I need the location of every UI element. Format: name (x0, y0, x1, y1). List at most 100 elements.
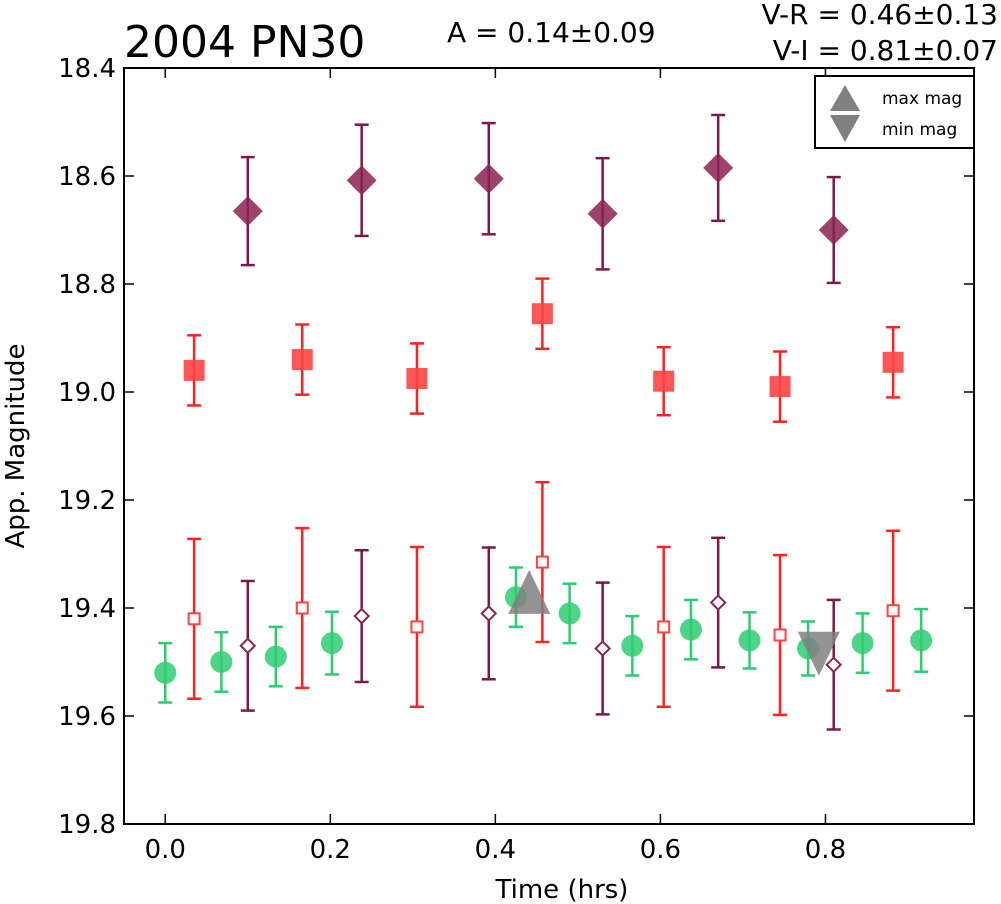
square-marker (295, 601, 309, 615)
diamond-marker (594, 640, 612, 657)
data-point (851, 612, 874, 675)
circle-marker (621, 634, 644, 657)
data-point (558, 582, 581, 645)
data-point (910, 607, 933, 673)
data-point (709, 536, 727, 669)
square-marker (882, 351, 904, 373)
legend-min-label: min mag (882, 120, 957, 140)
square-marker (183, 359, 205, 381)
square-marker (531, 303, 553, 325)
circle-marker (851, 632, 874, 655)
data-point (183, 334, 205, 407)
square-marker (535, 555, 549, 569)
data-point (769, 350, 791, 423)
circle-marker (558, 602, 581, 625)
amplitude-text: A = 0.14±0.09 (447, 16, 656, 49)
square-marker (406, 368, 428, 389)
color-vr-text: V-R = 0.46±0.13 (762, 0, 998, 31)
data-point (738, 611, 761, 670)
y-tick-label: 19.4 (58, 594, 116, 624)
legend-box (814, 75, 975, 149)
chart-title: 2004 PN30 (124, 17, 365, 68)
diamond-marker (480, 604, 498, 622)
data-point (210, 631, 233, 693)
data-point (291, 323, 313, 396)
square-marker (187, 612, 201, 626)
data-point (703, 113, 734, 223)
data-point (232, 155, 263, 267)
x-tick-label: 0.2 (310, 835, 351, 865)
min-mag-marker (797, 631, 840, 676)
plot-marks (154, 113, 933, 731)
data-point (187, 537, 202, 700)
data-point (594, 581, 612, 716)
diamond-marker (232, 196, 263, 227)
data-point (295, 526, 310, 690)
data-point (480, 546, 498, 681)
diamond-marker (346, 165, 377, 196)
circle-marker (910, 629, 933, 652)
diamond-marker (703, 152, 734, 183)
data-point (587, 156, 618, 271)
y-tick-label: 19.6 (58, 702, 116, 732)
data-point (239, 579, 257, 712)
data-point (473, 121, 504, 236)
circle-marker (154, 661, 177, 684)
y-tick-label: 19.2 (58, 486, 116, 516)
diamond-marker (818, 215, 849, 245)
circle-marker (679, 618, 702, 641)
y-tick-label: 18.6 (58, 162, 116, 192)
max-mag-marker (508, 569, 551, 614)
data-point (264, 625, 287, 688)
color-vi-text: V-I = 0.81±0.07 (773, 34, 998, 67)
x-axis-ticks: 0.0 0.2 0.4 0.6 0.8 (145, 68, 846, 865)
y-tick-label: 19.8 (58, 810, 116, 840)
circle-marker (264, 645, 287, 668)
square-marker (653, 370, 675, 392)
x-tick-label: 0.6 (640, 835, 681, 865)
legend-min-marker (830, 115, 860, 142)
data-point (320, 610, 343, 676)
diamond-marker (353, 607, 371, 625)
data-point (656, 545, 671, 709)
data-point (886, 529, 901, 692)
circle-marker (210, 651, 233, 673)
data-point (825, 598, 843, 731)
x-axis-label: Time (hrs) (495, 875, 629, 904)
data-point (679, 598, 702, 661)
x-tick-label: 0.8 (805, 835, 846, 865)
y-axis-ticks: 18.4 18.6 18.8 19.0 19.2 19.4 19.6 19.8 (58, 54, 974, 840)
y-tick-label: 18.8 (58, 270, 116, 300)
legend-max-marker (830, 85, 860, 111)
data-point (535, 480, 550, 644)
data-point (346, 123, 377, 238)
y-tick-label: 19.0 (58, 378, 116, 408)
diamond-marker (473, 163, 504, 194)
data-point (353, 548, 371, 684)
square-marker (773, 628, 787, 642)
circle-marker (738, 629, 761, 652)
diamond-marker (825, 656, 843, 674)
square-marker (769, 376, 791, 398)
data-point (882, 325, 904, 399)
data-point (621, 614, 644, 677)
data-point (154, 641, 177, 704)
data-point (409, 545, 424, 709)
diamond-marker (587, 198, 618, 229)
square-marker (410, 620, 424, 634)
data-point (653, 345, 675, 417)
y-axis-label: App. Magnitude (1, 343, 31, 548)
circle-marker (320, 632, 343, 655)
x-tick-label: 0.0 (145, 835, 186, 865)
data-point (818, 175, 849, 285)
data-point (773, 553, 788, 717)
square-marker (886, 604, 900, 618)
data-point (531, 277, 553, 351)
x-tick-label: 0.4 (475, 835, 516, 865)
data-point (406, 342, 428, 415)
diamond-marker (239, 637, 257, 655)
square-marker (657, 620, 671, 634)
legend: max mag min mag (814, 75, 975, 149)
legend-max-label: max mag (882, 89, 962, 109)
